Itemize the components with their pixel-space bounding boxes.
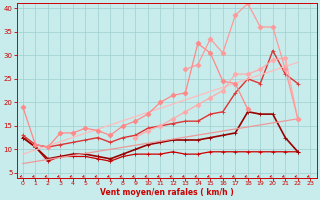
X-axis label: Vent moyen/en rafales ( km/h ): Vent moyen/en rafales ( km/h ) <box>100 188 234 197</box>
